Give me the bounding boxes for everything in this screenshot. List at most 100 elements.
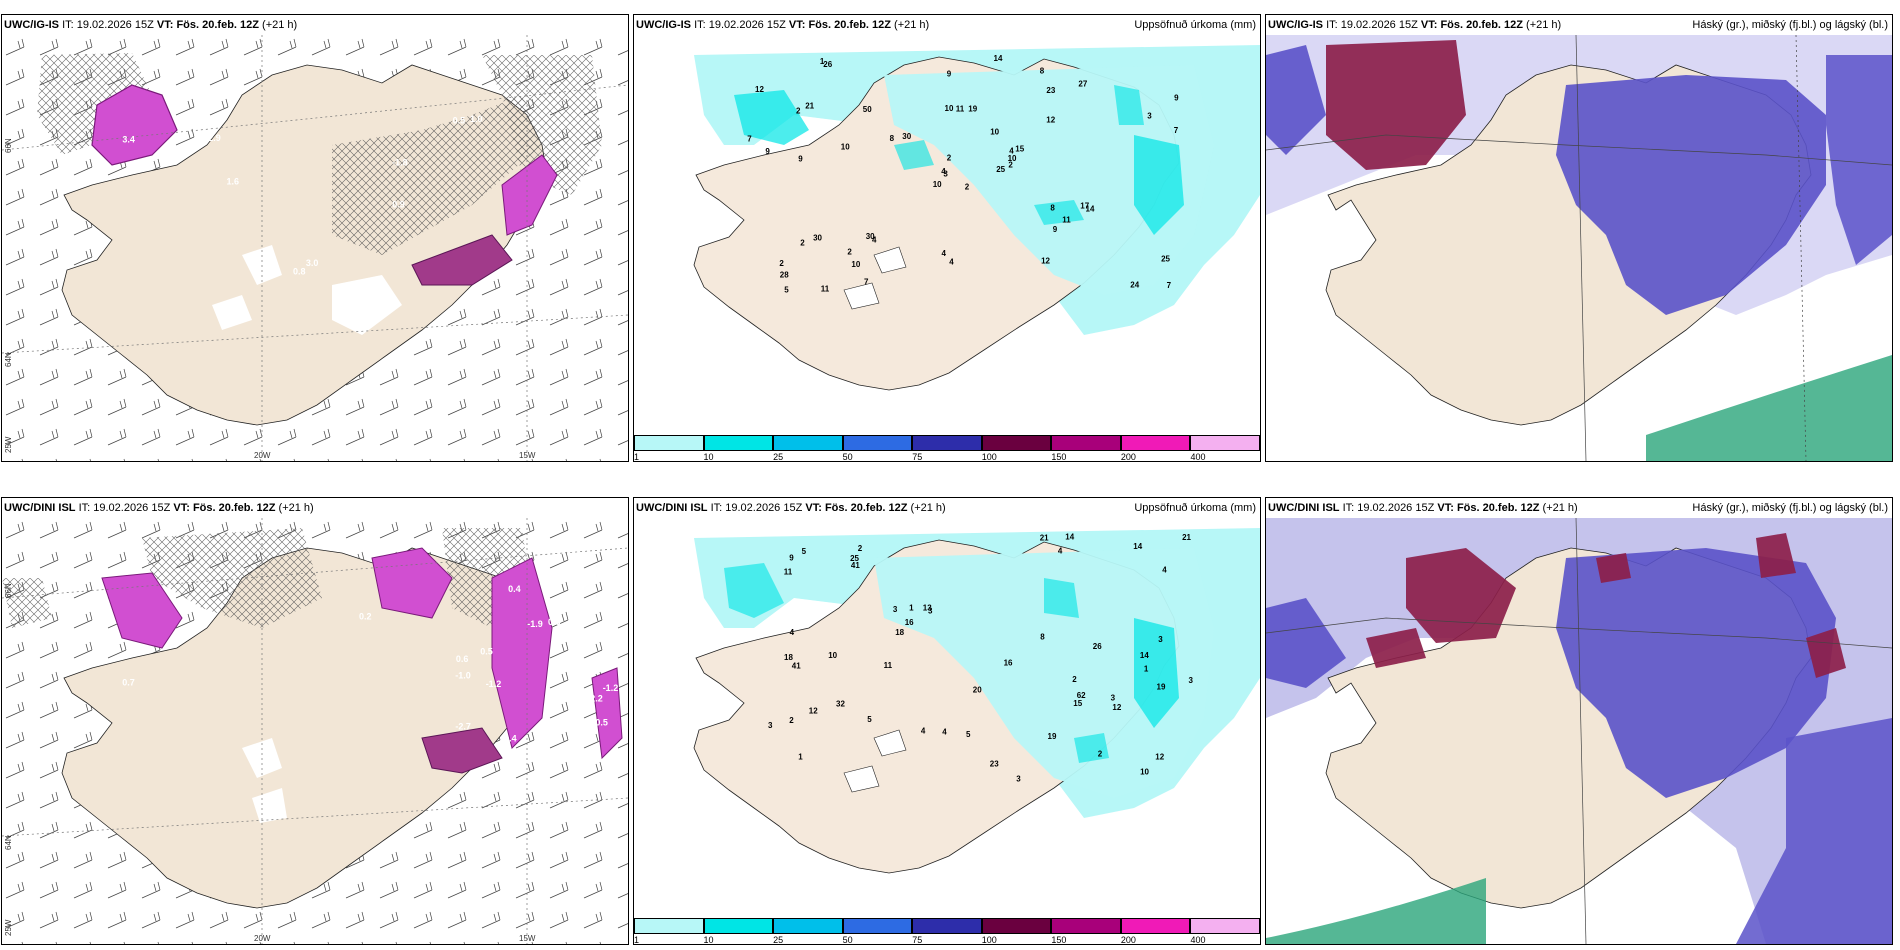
map-value-label: 5: [966, 730, 971, 739]
lead-time: (+21 h): [278, 502, 314, 514]
map-value-label: 9: [1053, 225, 1058, 234]
map-value-label: 12: [1155, 753, 1164, 762]
it-value: 19.02.2026 15Z: [93, 502, 171, 514]
map-value-label: 3: [1111, 694, 1116, 703]
colorbar-segment: [1051, 435, 1121, 451]
map-value-label: 18: [895, 628, 904, 637]
precip-contour-area: [421, 727, 503, 774]
map-value-label: 8: [1040, 66, 1045, 75]
map-svg: [1266, 35, 1892, 461]
map-value-label: 28: [780, 270, 789, 279]
glacier: [873, 729, 907, 757]
precip-contour-area: [371, 547, 453, 619]
map-value-label: 1: [820, 57, 825, 66]
map-value-label: 1: [1144, 665, 1149, 674]
precip-area-10mm: [1044, 578, 1079, 618]
map-value-label: 3: [768, 721, 773, 730]
vt-label: VT:: [1437, 502, 1454, 514]
it-value: 19.02.2026 15Z: [708, 19, 786, 31]
vt-label: VT:: [1420, 19, 1438, 31]
map-value-label: 3: [893, 605, 898, 614]
map-value-label: 1: [798, 753, 803, 762]
cloud-title: Háský (gr.), miðský (fj.bl.) og lágský (…: [1692, 502, 1888, 514]
map-value-label: 2: [965, 183, 970, 192]
map-value-label: 19: [1157, 683, 1166, 692]
colorbar-segment: [981, 435, 1052, 451]
glacier: [332, 275, 402, 335]
map-value-label: 0.4: [504, 734, 517, 744]
map-value-label: 0.6: [548, 617, 561, 627]
colorbar-label: 150: [1051, 935, 1067, 945]
map-value-label: 4: [921, 727, 926, 736]
colorbar-segment: [634, 918, 704, 934]
map-value-label: 4: [1009, 147, 1014, 156]
model-name: UWC/DINI ISL: [1268, 502, 1340, 514]
it-label: IT:: [78, 502, 91, 514]
map-value-label: 11: [821, 285, 830, 294]
map-svg: 20W 15W 66N 64N 25W 3.4 2.9 -1.8 3.0 0.5 0.8 0…: [2, 35, 628, 461]
map-value-label: 2: [858, 544, 863, 553]
vt-value: Fös. 20.feb. 12Z: [1456, 502, 1540, 514]
graticule-line: [1575, 518, 1587, 944]
map-value-label: 9: [765, 147, 770, 156]
colorbar-label: 10: [703, 452, 714, 462]
precip-area-10mm: [894, 140, 934, 170]
map-value-label: 27: [1078, 80, 1087, 89]
map-value-label: 2: [847, 247, 852, 256]
colorbar-label: 200: [1120, 452, 1136, 462]
mid-cloud-area: [1266, 878, 1486, 944]
precip-area-10mm: [1134, 618, 1179, 728]
map-value-label: -1.2: [486, 679, 502, 689]
it-value: 19.02.2026 15Z: [76, 19, 154, 31]
precip-contour-area: [591, 667, 623, 760]
map-value-label: 11: [1062, 216, 1071, 225]
map-precip: 2 1 1 2 3 2 2 4 3 3 11 18 9 12 4 3 20 16 13 32 21 14 18 19 21 25 6…: [634, 518, 1260, 924]
map-value-label: 18: [784, 653, 793, 662]
map-value-label: 2: [947, 153, 952, 162]
colorbar-segment: [773, 918, 843, 934]
temperature-labels: -1.0 -1.2 -1.9 -2.2 -2.7 0.4 0.6 0.2 0.5 0.4 0.5 0.…: [122, 584, 618, 744]
map-value-label: 0.9: [392, 200, 405, 210]
lead-time: (+21 h): [1542, 502, 1578, 514]
map-value-label: 1.6: [227, 177, 240, 187]
precip-area-10mm: [734, 90, 809, 145]
colorbar-segment: [773, 435, 843, 451]
map-value-label: 14: [1065, 532, 1074, 541]
map-value-label: 62: [1077, 691, 1086, 700]
map-precip: 2 2 3 2 4 4 8 19 23 25 26 7 9 9 10 12 11 10 10 30 30 28 10 11 15…: [634, 35, 1260, 441]
colorbar-label: 75: [912, 935, 923, 945]
colorbar-segment: [703, 435, 774, 451]
map-value-label: 4: [1162, 566, 1167, 575]
glacier: [843, 765, 880, 793]
map-value-label: 14: [1140, 651, 1149, 660]
map-value-label: 3.0: [306, 258, 319, 268]
map-value-label: 10: [1140, 768, 1149, 777]
map-value-label: 10: [841, 143, 850, 152]
map-value-label: 2: [789, 716, 794, 725]
map-value-label: 24: [1130, 280, 1139, 289]
precip-area-10mm: [724, 563, 784, 618]
map-value-label: 8: [1040, 633, 1045, 642]
map-value-label: -1.9: [527, 619, 543, 629]
low-cloud-area: [1556, 75, 1826, 315]
map-value-label: 4: [949, 257, 954, 266]
map-value-label: 11: [784, 567, 793, 576]
map-value-label: 10: [933, 180, 942, 189]
lon-label-20w: 20W: [254, 934, 271, 943]
map-value-label: 21: [1182, 533, 1191, 542]
low-cloud-area: [1556, 548, 1836, 798]
map-value-label: 4: [942, 728, 947, 737]
colorbar-segment: [703, 918, 774, 934]
colorbar-segment: [842, 435, 913, 451]
graticule-line: [2, 84, 628, 151]
vt-value: Fös. 20.feb. 12Z: [824, 502, 908, 514]
colorbar-label: 50: [842, 935, 853, 945]
map-value-label: 0.2: [359, 612, 372, 622]
map-value-label: 30: [902, 132, 911, 141]
it-label: IT:: [694, 19, 706, 31]
map-value-label: 19: [968, 104, 977, 113]
lead-time: (+21 h): [894, 19, 930, 31]
precip-area-10mm: [1134, 135, 1184, 235]
map-value-label: -1.8: [392, 158, 408, 168]
map-svg: 20W 15W 66N 64N 25W -1.0 -1.2 -1.9 -2.2 -2.7…: [2, 518, 628, 944]
